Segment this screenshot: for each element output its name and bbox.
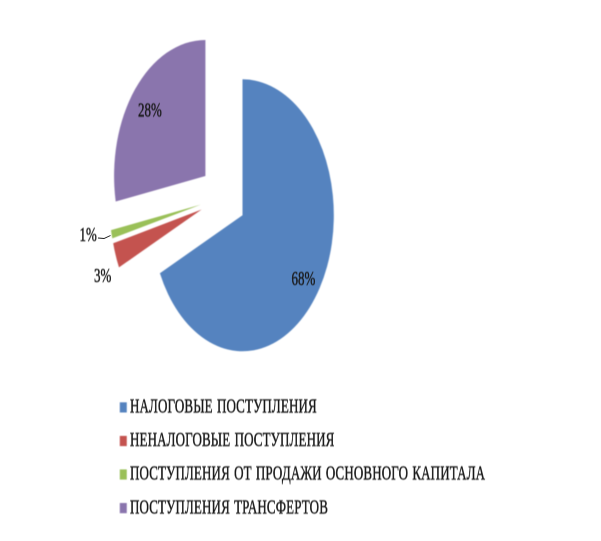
- svg-text:НАЛОГОВЫЕ ПОСТУПЛЕНИЯ: НАЛОГОВЫЕ ПОСТУПЛЕНИЯ: [130, 395, 317, 418]
- svg-text:1%: 1%: [80, 223, 97, 246]
- svg-text:НЕНАЛОГОВЫЕ ПОСТУПЛЕНИЯ: НЕНАЛОГОВЫЕ ПОСТУПЛЕНИЯ: [130, 428, 334, 451]
- svg-text:3%: 3%: [94, 264, 111, 287]
- svg-text:ПОСТУПЛЕНИЯ ТРАНСФЕРТОВ: ПОСТУПЛЕНИЯ ТРАНСФЕРТОВ: [130, 495, 328, 518]
- svg-text:ПОСТУПЛЕНИЯ ОТ ПРОДАЖИ ОСНОВНО: ПОСТУПЛЕНИЯ ОТ ПРОДАЖИ ОСНОВНОГО КАПИТАЛ…: [130, 462, 486, 485]
- svg-text:68%: 68%: [292, 267, 316, 290]
- svg-text:28%: 28%: [138, 99, 162, 122]
